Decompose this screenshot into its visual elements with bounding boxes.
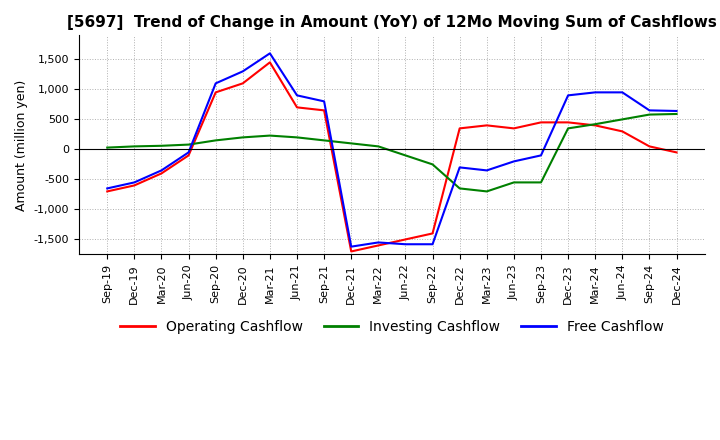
Free Cashflow xyxy=(672,108,681,114)
Line: Operating Cashflow: Operating Cashflow xyxy=(107,62,677,251)
Operating Cashflow xyxy=(212,90,220,95)
Operating Cashflow xyxy=(482,123,491,128)
Legend: Operating Cashflow, Investing Cashflow, Free Cashflow: Operating Cashflow, Investing Cashflow, … xyxy=(114,315,670,340)
Investing Cashflow xyxy=(266,133,274,138)
Operating Cashflow xyxy=(672,150,681,155)
Investing Cashflow xyxy=(482,189,491,194)
Operating Cashflow xyxy=(455,126,464,131)
Investing Cashflow xyxy=(428,162,437,167)
Operating Cashflow xyxy=(564,120,572,125)
Free Cashflow xyxy=(536,153,545,158)
Free Cashflow xyxy=(320,99,328,104)
Operating Cashflow xyxy=(536,120,545,125)
Operating Cashflow xyxy=(591,123,600,128)
Free Cashflow xyxy=(482,168,491,173)
Investing Cashflow xyxy=(130,144,139,149)
Free Cashflow xyxy=(591,90,600,95)
Line: Free Cashflow: Free Cashflow xyxy=(107,53,677,247)
Free Cashflow xyxy=(103,186,112,191)
Investing Cashflow xyxy=(536,180,545,185)
Operating Cashflow xyxy=(320,108,328,113)
Free Cashflow xyxy=(212,81,220,86)
Free Cashflow xyxy=(184,150,193,155)
Investing Cashflow xyxy=(510,180,518,185)
Line: Investing Cashflow: Investing Cashflow xyxy=(107,114,677,191)
Operating Cashflow xyxy=(157,171,166,176)
Operating Cashflow xyxy=(184,153,193,158)
Investing Cashflow xyxy=(564,126,572,131)
Investing Cashflow xyxy=(347,141,356,146)
Operating Cashflow xyxy=(103,189,112,194)
Free Cashflow xyxy=(618,90,626,95)
Operating Cashflow xyxy=(645,144,654,149)
Operating Cashflow xyxy=(130,183,139,188)
Investing Cashflow xyxy=(618,117,626,122)
Free Cashflow xyxy=(293,93,302,98)
Investing Cashflow xyxy=(293,135,302,140)
Investing Cashflow xyxy=(212,138,220,143)
Operating Cashflow xyxy=(238,81,247,86)
Free Cashflow xyxy=(130,180,139,185)
Investing Cashflow xyxy=(320,138,328,143)
Operating Cashflow xyxy=(347,249,356,254)
Investing Cashflow xyxy=(238,135,247,140)
Free Cashflow xyxy=(510,159,518,164)
Y-axis label: Amount (million yen): Amount (million yen) xyxy=(15,79,28,210)
Free Cashflow xyxy=(401,242,410,247)
Free Cashflow xyxy=(428,242,437,247)
Investing Cashflow xyxy=(401,153,410,158)
Operating Cashflow xyxy=(266,60,274,65)
Investing Cashflow xyxy=(645,112,654,117)
Investing Cashflow xyxy=(591,121,600,127)
Free Cashflow xyxy=(157,168,166,173)
Free Cashflow xyxy=(564,93,572,98)
Operating Cashflow xyxy=(428,231,437,236)
Operating Cashflow xyxy=(374,243,382,248)
Operating Cashflow xyxy=(510,126,518,131)
Investing Cashflow xyxy=(184,142,193,147)
Free Cashflow xyxy=(266,51,274,56)
Investing Cashflow xyxy=(374,144,382,149)
Free Cashflow xyxy=(238,69,247,74)
Operating Cashflow xyxy=(293,105,302,110)
Operating Cashflow xyxy=(618,129,626,134)
Free Cashflow xyxy=(347,244,356,249)
Investing Cashflow xyxy=(157,143,166,148)
Investing Cashflow xyxy=(672,111,681,117)
Operating Cashflow xyxy=(401,237,410,242)
Title: [5697]  Trend of Change in Amount (YoY) of 12Mo Moving Sum of Cashflows: [5697] Trend of Change in Amount (YoY) o… xyxy=(67,15,717,30)
Investing Cashflow xyxy=(103,145,112,150)
Free Cashflow xyxy=(455,165,464,170)
Free Cashflow xyxy=(645,108,654,113)
Investing Cashflow xyxy=(455,186,464,191)
Free Cashflow xyxy=(374,240,382,245)
